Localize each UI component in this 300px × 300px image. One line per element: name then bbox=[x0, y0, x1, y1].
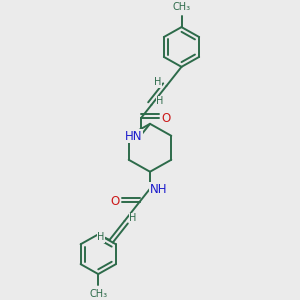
Text: NH: NH bbox=[150, 183, 167, 196]
Text: H: H bbox=[129, 213, 137, 223]
Text: CH₃: CH₃ bbox=[172, 2, 190, 12]
Text: H: H bbox=[156, 96, 164, 106]
Text: H: H bbox=[98, 232, 105, 242]
Text: CH₃: CH₃ bbox=[89, 289, 107, 299]
Text: H: H bbox=[154, 77, 162, 87]
Text: O: O bbox=[161, 112, 170, 124]
Text: O: O bbox=[110, 196, 119, 208]
Text: HN: HN bbox=[125, 130, 142, 143]
